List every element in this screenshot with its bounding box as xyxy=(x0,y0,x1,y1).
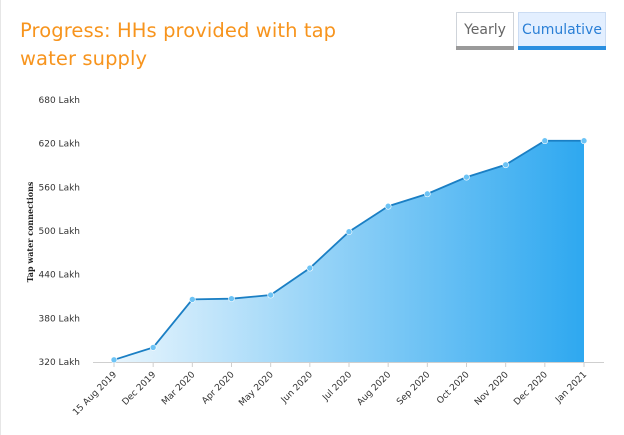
tab-yearly[interactable]: Yearly xyxy=(456,12,514,50)
y-tick-label: 440 Lakh xyxy=(39,271,80,281)
x-tick-label: Sep 2020 xyxy=(395,370,432,407)
data-point xyxy=(541,137,549,145)
y-axis-title: Tap water connections xyxy=(25,181,35,282)
data-point xyxy=(384,202,392,210)
x-tick-label: Dec 2020 xyxy=(512,370,550,408)
x-tick-label: Jul 2020 xyxy=(320,370,354,404)
plot-area xyxy=(110,137,588,364)
x-tick-label: May 2020 xyxy=(237,370,276,409)
chart-title: Progress: HHs provided with tap water su… xyxy=(20,19,337,70)
data-point xyxy=(580,137,588,145)
data-point xyxy=(228,295,235,302)
x-tick-label: Jun 2020 xyxy=(279,370,315,406)
x-tick-label: Mar 2020 xyxy=(160,370,197,407)
data-point xyxy=(424,190,431,198)
data-point xyxy=(306,264,314,272)
x-tick-label: 15 Aug 2019 xyxy=(71,370,119,418)
y-tick-label: 320 Lakh xyxy=(39,358,80,368)
y-tick-label: 500 Lakh xyxy=(39,227,80,237)
x-tick-label: Jan 2021 xyxy=(553,370,589,406)
x-tick-label: Aug 2020 xyxy=(356,370,394,408)
data-point xyxy=(149,344,157,351)
data-point xyxy=(189,296,196,303)
x-tick-label: Nov 2020 xyxy=(473,370,511,408)
data-point xyxy=(463,173,470,181)
view-toggle: Yearly Cumulative xyxy=(456,12,606,50)
series-area xyxy=(114,140,584,362)
data-point xyxy=(110,356,118,364)
y-tick-label: 680 Lakh xyxy=(39,96,80,106)
y-tick-label: 620 Lakh xyxy=(39,140,80,150)
x-tick-label: Dec 2019 xyxy=(121,370,159,408)
y-tick-label: 560 Lakh xyxy=(39,183,80,193)
x-tick-label: Apr 2020 xyxy=(200,370,236,406)
tab-cumulative[interactable]: Cumulative xyxy=(518,12,606,50)
data-point xyxy=(267,291,274,299)
data-point xyxy=(345,228,353,236)
data-point xyxy=(502,161,509,169)
x-tick-label: Oct 2020 xyxy=(435,370,471,406)
y-tick-label: 380 Lakh xyxy=(39,314,80,324)
